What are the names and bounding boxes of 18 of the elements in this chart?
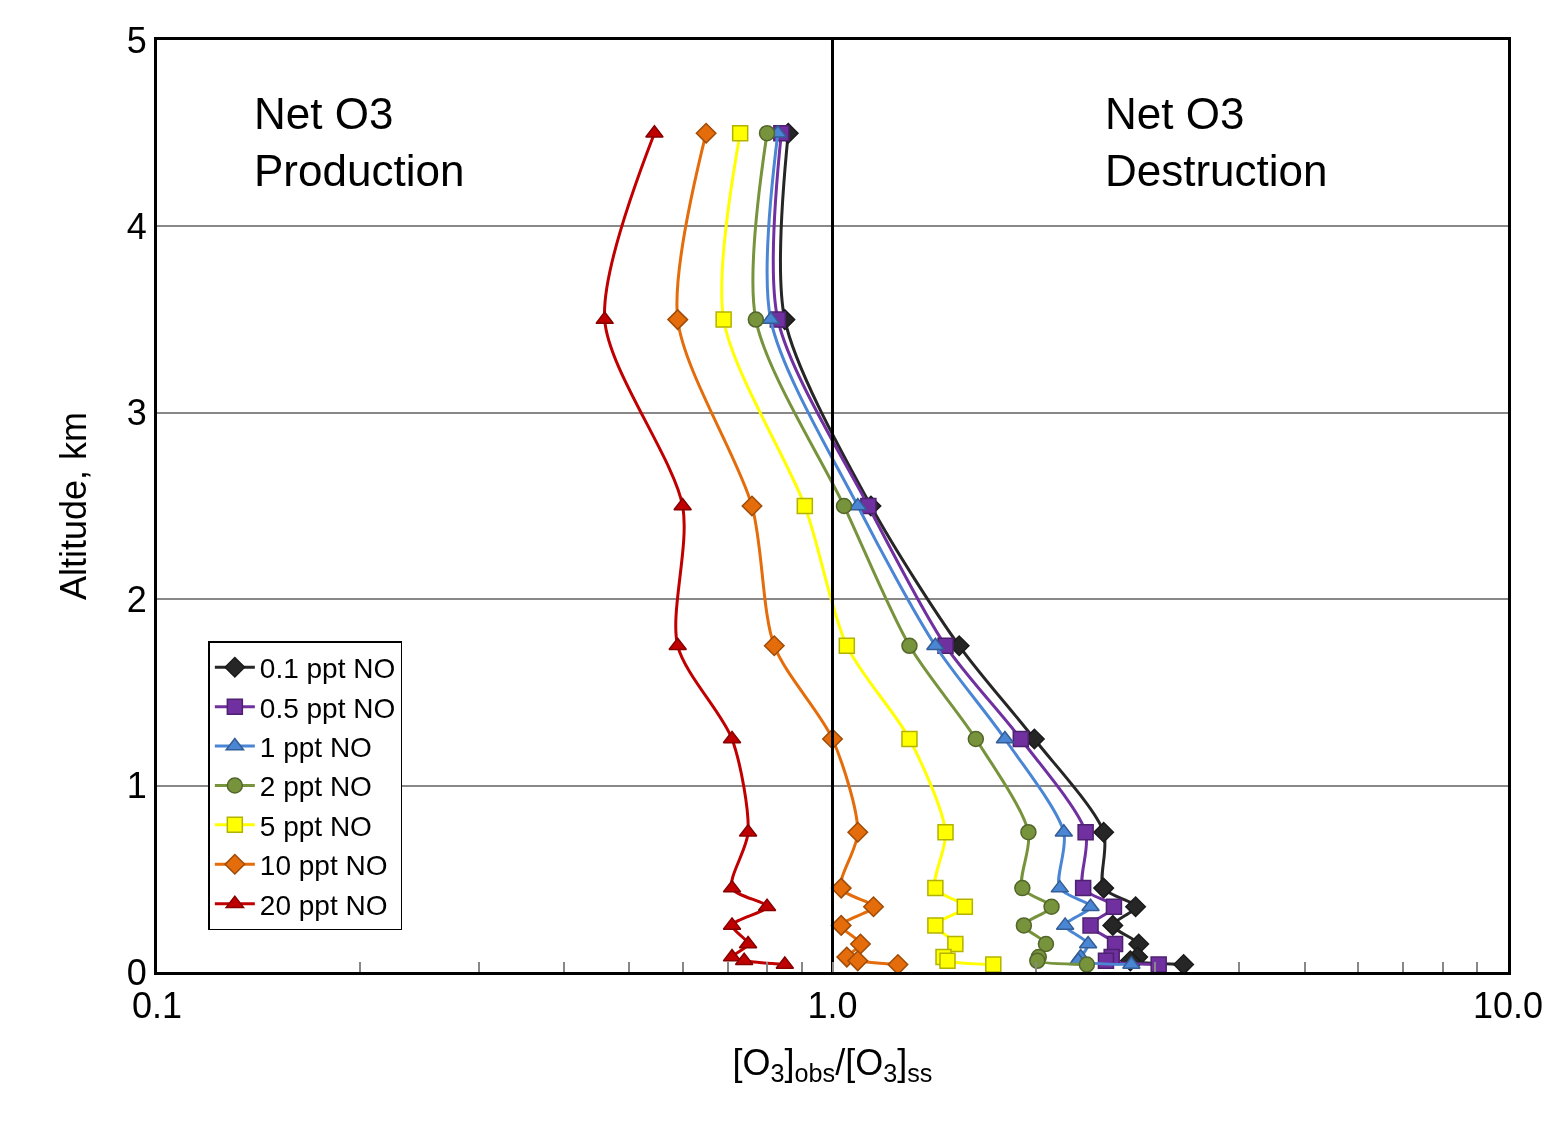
annotation: Net O3 Production (254, 89, 465, 196)
legend-label: 0.5 ppt NO (259, 692, 396, 724)
legend-label: 5 ppt NO (259, 810, 372, 842)
y-axis-title: Altitude, km (52, 411, 94, 601)
x-axis-title: [O$_{3}$]$_{obs}$/[O$_{3}$]$_{ss}$ (732, 1041, 933, 1088)
y-tick-label: 2 (126, 578, 147, 620)
y-tick-label: 3 (126, 392, 147, 434)
annotation: Net O3 Destruction (1105, 89, 1328, 196)
legend-label: 10 ppt NO (259, 850, 388, 882)
y-tick-label: 4 (126, 206, 147, 247)
y-tick-label: 1 (126, 765, 147, 807)
legend-label: 0.1 ppt NO (259, 653, 396, 685)
x-tick-label: 10.0 (1472, 985, 1544, 1027)
legend-label: 20 ppt NO (259, 889, 388, 921)
y-tick-label: 5 (126, 19, 147, 61)
legend-label: 1 ppt NO (259, 731, 372, 763)
x-tick-label: 1.0 (807, 985, 858, 1027)
legend-label: 2 ppt NO (259, 771, 372, 803)
